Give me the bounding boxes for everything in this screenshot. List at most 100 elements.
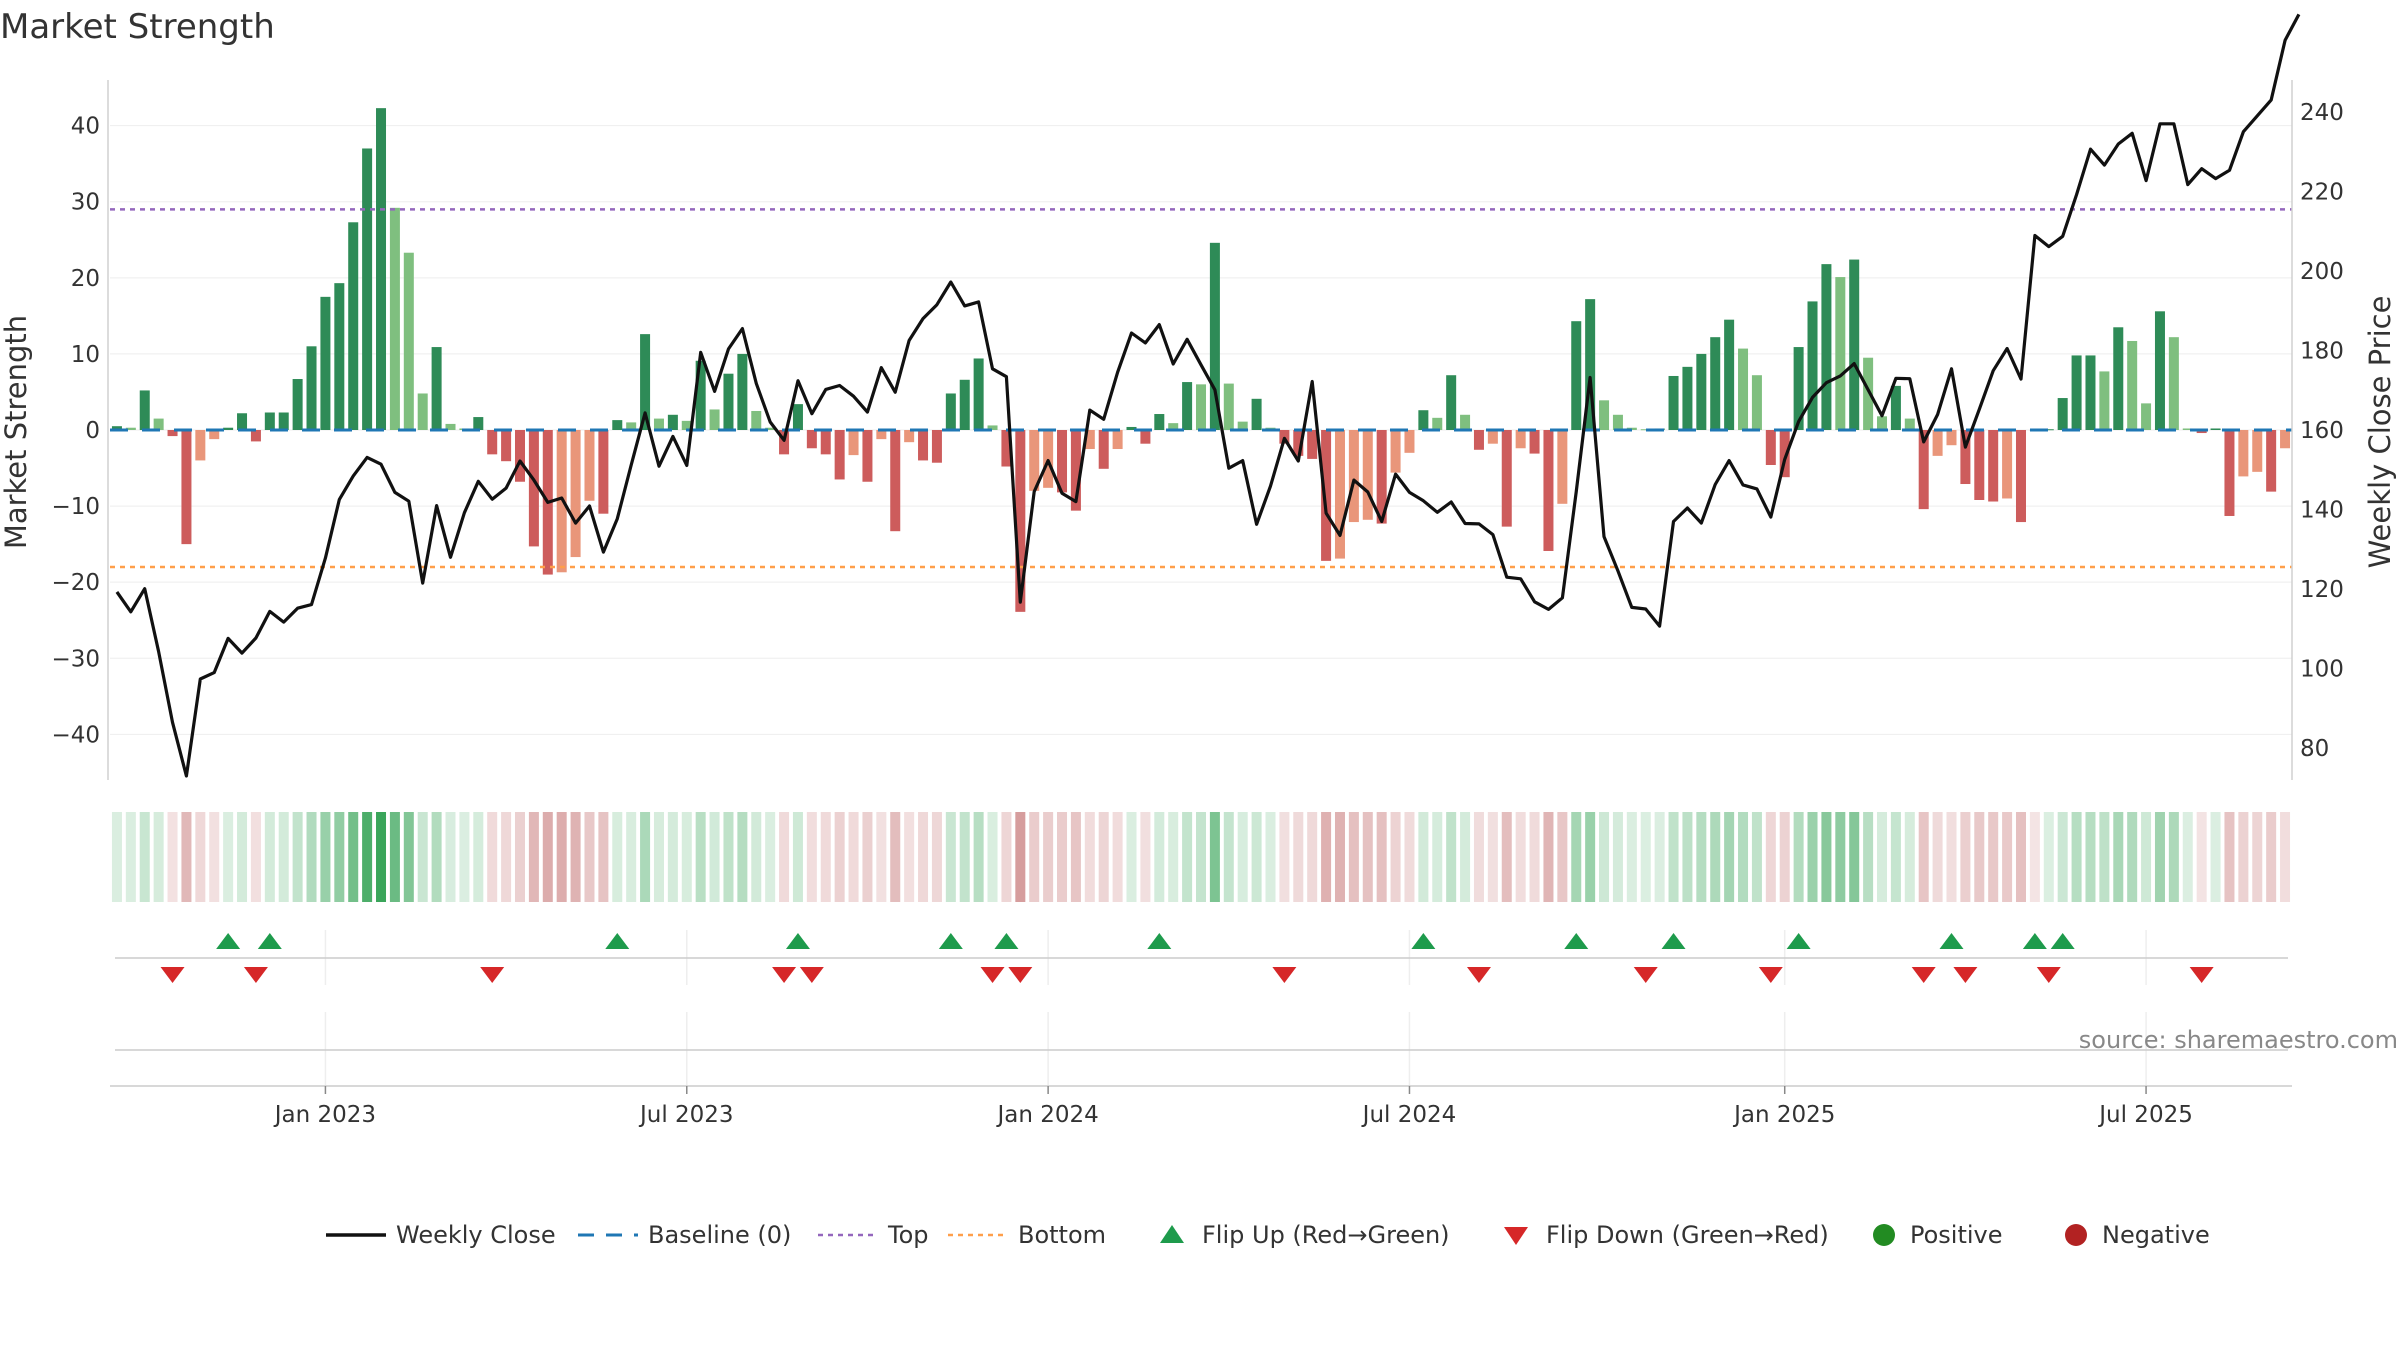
heat-cell bbox=[765, 812, 776, 902]
strength-bar bbox=[2168, 337, 2179, 430]
strength-bar bbox=[2252, 430, 2263, 472]
strength-bar bbox=[1209, 242, 1220, 430]
strength-bar bbox=[473, 417, 484, 430]
strength-bar bbox=[1571, 321, 1582, 430]
heat-cell bbox=[501, 812, 512, 902]
strength-bar bbox=[1348, 430, 1359, 523]
strength-bar bbox=[779, 430, 790, 455]
strength-bar bbox=[820, 430, 831, 455]
heat-cell bbox=[1418, 812, 1429, 902]
heat-cell bbox=[1015, 812, 1026, 902]
left-tick-label: −40 bbox=[51, 722, 100, 748]
heat-cell bbox=[1362, 812, 1373, 902]
strength-bar bbox=[2154, 311, 2165, 430]
heat-cell bbox=[376, 812, 387, 902]
strength-bar bbox=[1835, 277, 1846, 430]
strength-bar bbox=[862, 430, 873, 482]
left-tick-label: 30 bbox=[71, 190, 100, 216]
strength-bar bbox=[598, 430, 609, 514]
heat-cell bbox=[320, 812, 331, 902]
strength-bar bbox=[1877, 416, 1888, 430]
strength-bar bbox=[973, 358, 984, 430]
heat-cell bbox=[695, 812, 706, 902]
heat-cell bbox=[1265, 812, 1276, 902]
legend-swatch bbox=[1504, 1227, 1528, 1245]
heat-cell bbox=[431, 812, 442, 902]
strength-bar bbox=[1668, 375, 1679, 430]
strength-bar bbox=[1710, 337, 1721, 430]
heat-cell bbox=[1126, 812, 1137, 902]
heat-cell bbox=[1946, 812, 1957, 902]
strength-bar bbox=[765, 427, 776, 430]
strength-bar bbox=[1932, 430, 1943, 456]
flip-up-marker bbox=[1411, 933, 1436, 949]
heat-cell bbox=[167, 812, 178, 902]
heat-cell bbox=[237, 812, 248, 902]
heat-cell bbox=[111, 812, 122, 902]
strength-bar bbox=[237, 413, 248, 430]
flip-up-marker bbox=[1939, 933, 1964, 949]
strength-bar bbox=[376, 108, 387, 431]
legend: Weekly Close Baseline (0) Top Bottom Flip Up… bbox=[326, 1221, 2210, 1249]
legend-item: Flip Down (Green→Red) bbox=[1504, 1221, 1829, 1249]
strength-bar bbox=[570, 430, 581, 558]
strength-bar bbox=[1043, 430, 1054, 488]
flip-up-marker bbox=[785, 933, 810, 949]
heat-cell bbox=[598, 812, 609, 902]
legend-item: Flip Up (Red→Green) bbox=[1160, 1221, 1450, 1249]
right-tick-label: 120 bbox=[2300, 577, 2344, 603]
strength-bar bbox=[1460, 414, 1471, 430]
flip-up-marker bbox=[216, 933, 241, 949]
heat-cell bbox=[1293, 812, 1304, 902]
heat-cell bbox=[528, 812, 539, 902]
strength-bar bbox=[1640, 429, 1651, 431]
strength-bar bbox=[1473, 430, 1484, 450]
heat-cell bbox=[1738, 812, 1749, 902]
flip-up-marker bbox=[1786, 933, 1811, 949]
strength-bar bbox=[362, 148, 373, 430]
strength-bar bbox=[653, 418, 664, 430]
heat-cell bbox=[834, 812, 845, 902]
heat-cell bbox=[250, 812, 261, 902]
strength-bar bbox=[2071, 355, 2082, 430]
strength-bar bbox=[445, 423, 456, 430]
flip-down-marker bbox=[799, 967, 824, 983]
strength-bar bbox=[640, 334, 651, 430]
heat-cell bbox=[862, 812, 873, 902]
heat-cell bbox=[209, 812, 220, 902]
heat-cell bbox=[806, 812, 817, 902]
flip-down-marker bbox=[2036, 967, 2061, 983]
strength-bar bbox=[2141, 403, 2152, 430]
heat-cell bbox=[2057, 812, 2068, 902]
strength-bar bbox=[1696, 353, 1707, 430]
heat-cell bbox=[2280, 812, 2291, 902]
right-axis-ticks: 240 220 200 180 160 140 120 100 80 bbox=[2300, 100, 2344, 762]
heat-cell bbox=[681, 812, 692, 902]
strength-bar bbox=[1946, 430, 1957, 446]
strength-bar bbox=[1015, 430, 1026, 612]
flip-down-marker bbox=[480, 967, 505, 983]
strength-bar bbox=[1793, 347, 1804, 430]
legend-label: Flip Up (Red→Green) bbox=[1202, 1221, 1450, 1249]
heat-cell bbox=[570, 812, 581, 902]
legend-item: Weekly Close bbox=[326, 1221, 556, 1249]
left-tick-label: 20 bbox=[71, 266, 100, 292]
strength-bar bbox=[1334, 430, 1345, 559]
heat-cell bbox=[1182, 812, 1193, 902]
strength-bar bbox=[848, 430, 859, 456]
heat-cell bbox=[1057, 812, 1068, 902]
heat-cell bbox=[1001, 812, 1012, 902]
strength-bar bbox=[1070, 430, 1081, 511]
strength-bar bbox=[806, 430, 817, 449]
x-tick-label: Jan 2024 bbox=[995, 1102, 1098, 1128]
strength-bar bbox=[1849, 259, 1860, 430]
strength-bar bbox=[1140, 430, 1151, 444]
flip-down-marker bbox=[160, 967, 185, 983]
strength-bar bbox=[1807, 301, 1818, 430]
right-tick-label: 220 bbox=[2300, 179, 2344, 205]
heat-cell bbox=[1140, 812, 1151, 902]
heat-cell bbox=[2252, 812, 2263, 902]
heat-cell bbox=[264, 812, 275, 902]
heat-cell bbox=[1168, 812, 1179, 902]
strength-bar bbox=[320, 296, 331, 430]
